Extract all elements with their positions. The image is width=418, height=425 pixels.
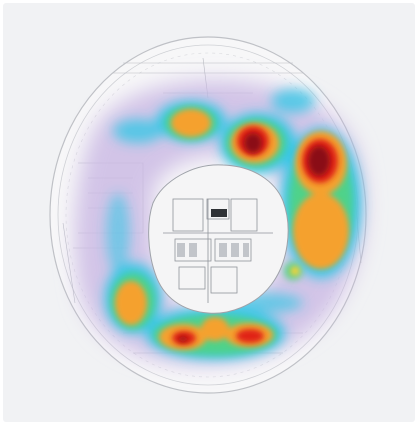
heat-layer-peak — [178, 133, 330, 342]
image-frame — [3, 3, 415, 422]
floor-plan-heatmap — [49, 36, 367, 394]
building-core — [148, 164, 289, 314]
